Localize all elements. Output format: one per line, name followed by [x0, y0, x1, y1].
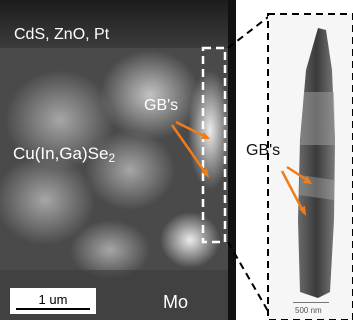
connector-line-top	[227, 13, 273, 49]
scale-bar-main-label: 1 um	[38, 292, 68, 307]
layer-label-top: CdS, ZnO, Pt	[14, 26, 110, 43]
material-label-text: Cu(In,Ga)Se	[13, 144, 109, 163]
scale-bar-main: 1 um	[10, 288, 96, 314]
substrate-label: Mo	[163, 292, 189, 312]
connector-line-bottom	[227, 241, 273, 319]
tem-inset-panel	[267, 13, 353, 320]
grain-boundary-region-box	[201, 46, 227, 244]
gb-label-inset: GB's	[246, 142, 281, 159]
scale-bar-inset-line	[293, 302, 329, 303]
gb-arrows-inset	[280, 165, 312, 216]
tem-micrograph-main	[0, 0, 236, 320]
material-label: Cu(In,Ga)Se2	[13, 145, 115, 165]
gb-arrows-main	[170, 120, 210, 178]
material-label-subscript: 2	[108, 151, 116, 165]
gb-label-main: GB's	[144, 97, 179, 114]
scale-bar-main-line	[16, 308, 90, 310]
scale-bar-inset-label: 500 nm	[295, 306, 322, 315]
